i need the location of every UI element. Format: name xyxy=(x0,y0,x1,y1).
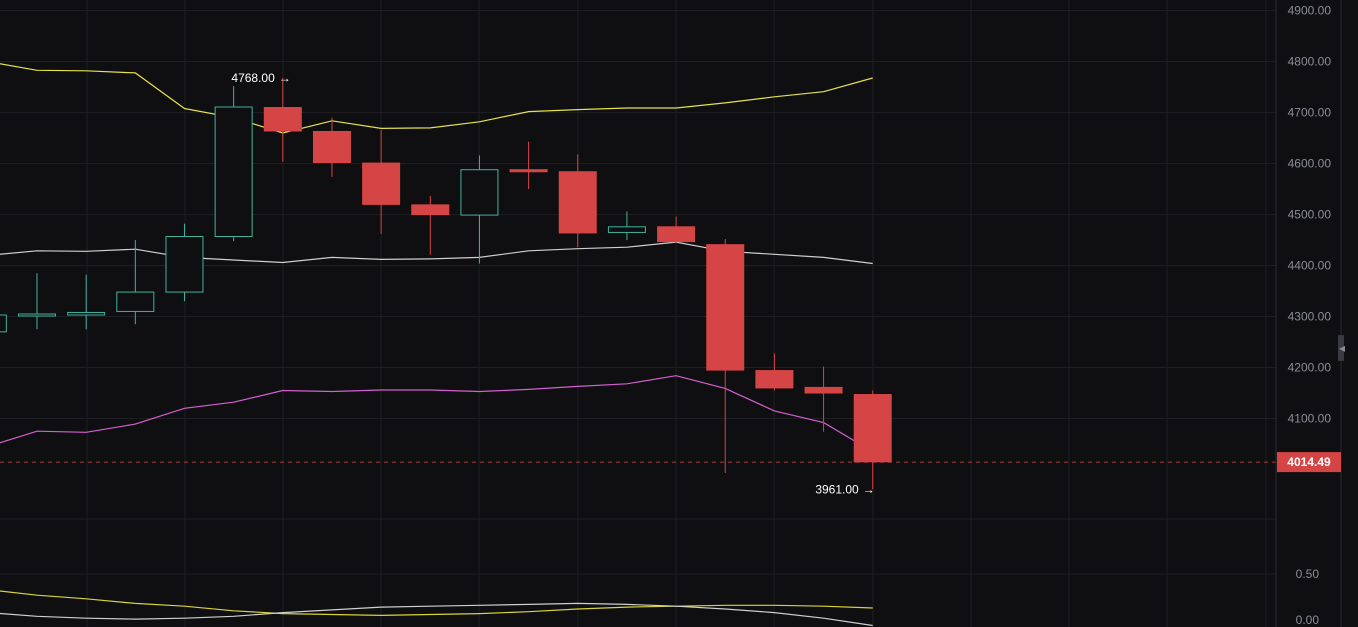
price-tick-label-4: 4500.00 xyxy=(1288,208,1332,222)
candle-2 xyxy=(67,274,106,330)
candle-body-13 xyxy=(607,226,646,233)
candle-body-3 xyxy=(116,291,155,312)
candle-body-2 xyxy=(67,311,106,316)
price-tick-label-1: 4800.00 xyxy=(1288,55,1332,69)
candle-body-8 xyxy=(362,162,401,205)
price-tick-label-0: 4900.00 xyxy=(1288,4,1332,18)
candle-body-1 xyxy=(18,313,56,317)
collapse-arrow-icon: ◂ xyxy=(1339,341,1345,355)
candle-18 xyxy=(853,390,892,490)
price-tick-label-8: 4100.00 xyxy=(1288,412,1332,426)
candle-1 xyxy=(18,273,56,330)
osc-tick-label-0: 0.50 xyxy=(1296,567,1320,581)
candle-12 xyxy=(558,154,597,248)
candle-body-7 xyxy=(312,130,351,164)
price-markers: 4768.00 → 3961.00 → xyxy=(0,71,1276,496)
price-axis: 4900.00 4800.00 4700.00 4600.00 4500.00 4400.… xyxy=(1275,0,1345,627)
candle-3 xyxy=(116,240,155,325)
candle-body-6 xyxy=(263,107,302,132)
candle-13 xyxy=(607,211,646,241)
scroll-handle xyxy=(1338,335,1344,361)
candles xyxy=(0,77,892,490)
candle-4 xyxy=(165,223,204,302)
candle-0 xyxy=(0,314,7,333)
high-arrow-icon: → xyxy=(279,71,291,85)
candle-body-0 xyxy=(0,314,7,333)
candle-17 xyxy=(804,366,843,432)
high-price-label: 4768.00 xyxy=(231,71,275,85)
candle-8 xyxy=(362,129,401,234)
bollinger-upper-line xyxy=(0,63,873,134)
price-tick-label-3: 4600.00 xyxy=(1288,157,1332,171)
candle-6 xyxy=(263,77,302,162)
price-tick-label-5: 4400.00 xyxy=(1288,259,1332,273)
candle-body-17 xyxy=(804,386,843,394)
candle-15 xyxy=(706,239,745,474)
low-arrow-icon: → xyxy=(863,482,875,496)
grid-lines xyxy=(0,0,1276,627)
candle-body-4 xyxy=(165,236,204,293)
osc-tick-label-1: 0.00 xyxy=(1296,613,1320,627)
candle-16 xyxy=(755,353,794,391)
candle-body-10 xyxy=(460,169,499,216)
price-tick-label-2: 4700.00 xyxy=(1288,106,1332,120)
candle-body-18 xyxy=(853,394,892,463)
oscillator-line-2 xyxy=(0,602,873,627)
candle-body-12 xyxy=(558,171,597,234)
candle-body-15 xyxy=(706,244,745,371)
current-price-tag xyxy=(1277,452,1341,473)
price-tick-label-7: 4200.00 xyxy=(1288,361,1332,375)
candle-11 xyxy=(509,141,548,190)
candle-9 xyxy=(411,195,450,255)
candle-body-9 xyxy=(411,204,450,216)
oscillator-line-1 xyxy=(0,590,873,617)
candle-body-16 xyxy=(755,370,794,389)
oscillator-pane xyxy=(0,590,873,627)
current-price-tag-label: 4014.49 xyxy=(1287,455,1331,469)
price-tick-label-6: 4300.00 xyxy=(1288,310,1332,324)
candle-body-14 xyxy=(657,226,696,243)
candle-5 xyxy=(214,86,253,242)
low-price-label: 3961.00 xyxy=(815,482,859,496)
candle-14 xyxy=(657,216,696,244)
candle-10 xyxy=(460,155,499,264)
candle-body-11 xyxy=(509,169,548,173)
candle-7 xyxy=(312,117,351,177)
candle-body-5 xyxy=(214,106,253,238)
